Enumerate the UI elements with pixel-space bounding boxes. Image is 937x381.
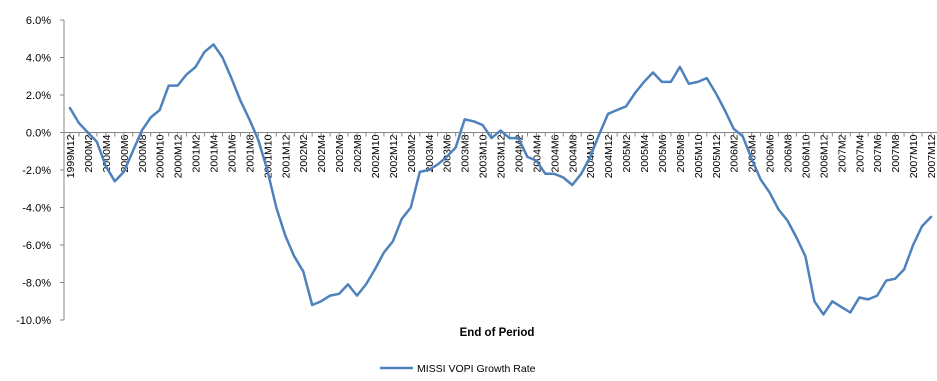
x-tick-label: 2000M2 [83,134,95,172]
x-tick-label: 2002M8 [352,134,364,172]
x-tick-label: 2004M12 [603,134,615,178]
x-tick-label: 2007M8 [890,134,902,172]
x-tick-label: 2002M4 [316,134,328,172]
x-tick-label: 2001M4 [209,134,221,172]
x-tick-label: 2004M6 [549,134,561,172]
x-tick-label: 2001M8 [244,134,256,172]
y-tick-label: 6.0% [26,15,51,27]
x-tick-label: 2006M2 [729,134,741,172]
x-axis-title: End of Period [460,327,535,339]
legend: MISSI VOPI Growth Rate [380,363,536,375]
x-tick-label: 2001M6 [226,134,238,172]
x-tick-label: 2002M6 [334,134,346,172]
x-tick-label: 2002M10 [370,134,382,178]
y-tick-label: -6.0% [22,240,51,252]
x-tick-label: 2004M8 [567,134,579,172]
x-tick-label: 2000M10 [155,134,167,178]
x-tick-label: 1999M12 [65,134,77,178]
y-axis: 6.0% 4.0% 2.0% 0.0% -2.0% -4.0% -6.0% -8.0% -10.… [16,15,65,327]
x-tick-label: 2005M2 [621,134,633,172]
x-tick-label: 2007M6 [872,134,884,172]
series-line [68,43,933,316]
series-layer [68,43,933,316]
x-tick-label: 2007M10 [908,134,920,178]
x-tick-label: 2006M10 [800,134,812,178]
y-tick-label: -4.0% [22,203,51,215]
x-tick-label: 2003M12 [496,134,508,178]
legend-label: MISSI VOPI Growth Rate [417,363,536,375]
x-tick-label: 2007M12 [926,134,937,178]
x-tick-label: 2003M10 [478,134,490,178]
x-axis: 1999M12 2000M2 2000M4 2000M6 2000M8 2000M10 20… [64,132,937,178]
y-tick-label: -2.0% [22,165,51,177]
y-tick-label: -10.0% [16,315,51,327]
y-tick-label: 0.0% [26,128,51,140]
x-tick-label: 2003M6 [442,134,454,172]
x-tick-label: 2006M4 [747,134,759,172]
x-tick-label: 2005M4 [639,134,651,172]
x-tick-label: 2005M8 [675,134,687,172]
x-tick-label: 2006M12 [818,134,830,178]
x-tick-label: 2005M6 [657,134,669,172]
x-tick-label: 2006M6 [765,134,777,172]
x-tick-label: 2002M2 [298,134,310,172]
x-tick-label: 2007M4 [854,134,866,172]
x-tick-label: 2000M8 [137,134,149,172]
y-tick-label: 2.0% [26,90,51,102]
x-tick-label: 2006M8 [783,134,795,172]
x-tick-label: 2001M12 [280,134,292,178]
x-tick-label: 2003M4 [424,134,436,172]
x-tick-label: 2001M2 [191,134,203,172]
x-tick-label: 2000M12 [173,134,185,178]
x-tick-label: 2002M12 [388,134,400,178]
y-tick-label: -8.0% [22,278,51,290]
x-tick-label: 2005M10 [693,134,705,178]
x-tick-label: 2007M2 [836,134,848,172]
y-tick-label: 4.0% [26,53,51,65]
x-tick-label: 2003M8 [460,134,472,172]
x-tick-label: 2004M4 [531,134,543,172]
x-tick-label: 2003M2 [406,134,418,172]
x-tick-label: 2005M12 [711,134,723,178]
